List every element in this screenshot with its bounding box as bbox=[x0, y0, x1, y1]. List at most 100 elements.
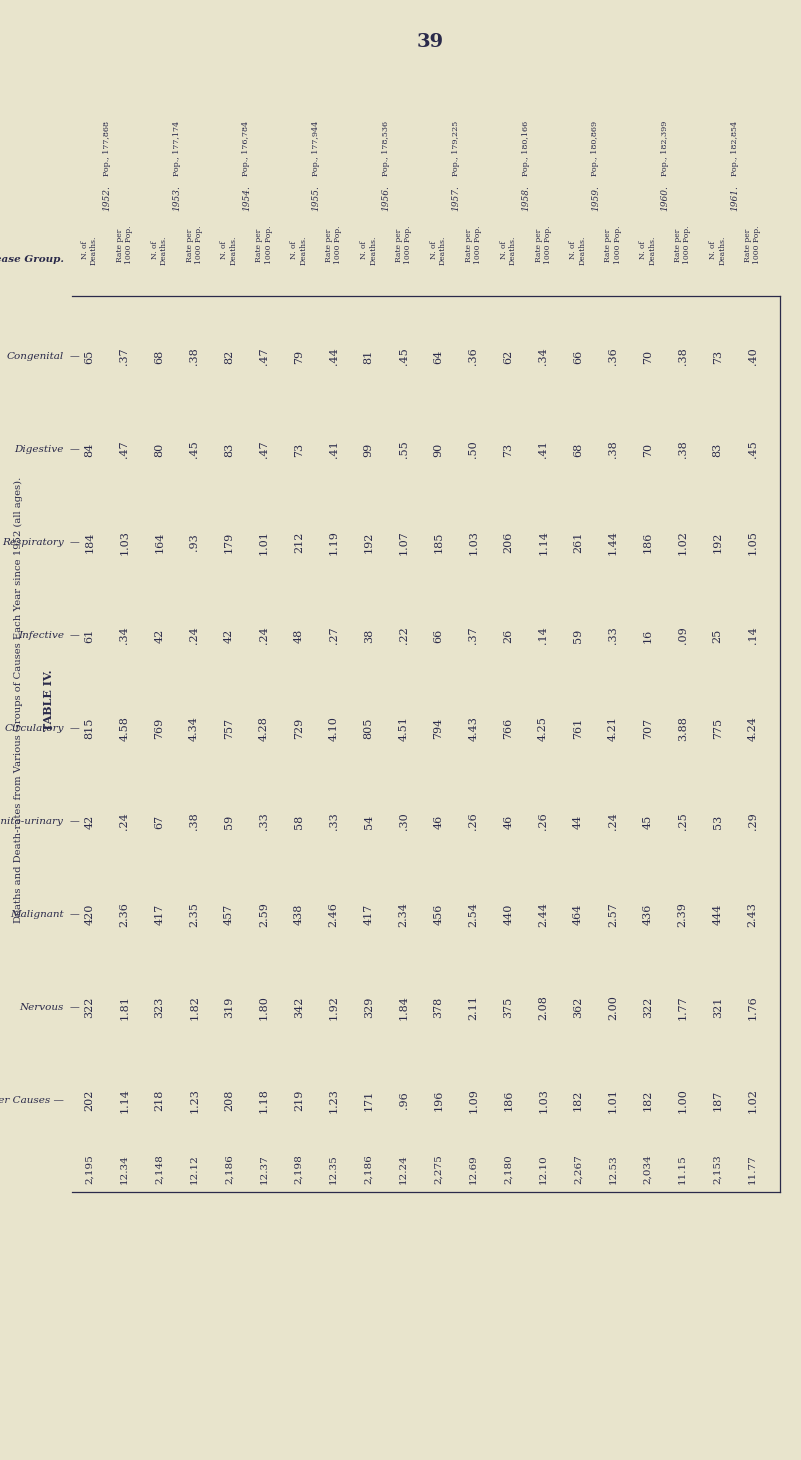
Text: Respiratory: Respiratory bbox=[2, 537, 64, 548]
Text: .37: .37 bbox=[119, 347, 129, 365]
Text: Rate per
1000 Pop.: Rate per 1000 Pop. bbox=[256, 226, 272, 264]
Text: Pop., 182,854: Pop., 182,854 bbox=[731, 120, 739, 175]
Text: 761: 761 bbox=[573, 718, 583, 739]
Text: 73: 73 bbox=[294, 442, 304, 457]
Text: 12.35: 12.35 bbox=[329, 1153, 338, 1184]
Text: 12.37: 12.37 bbox=[260, 1153, 268, 1184]
Text: 42: 42 bbox=[84, 815, 95, 829]
Text: .30: .30 bbox=[399, 813, 409, 831]
Text: 2,267: 2,267 bbox=[574, 1153, 582, 1184]
Text: 26: 26 bbox=[503, 628, 513, 642]
Text: 4.28: 4.28 bbox=[259, 715, 269, 740]
Text: 12.12: 12.12 bbox=[190, 1153, 199, 1184]
Text: 2.11: 2.11 bbox=[469, 996, 478, 1021]
Text: 206: 206 bbox=[503, 531, 513, 553]
Text: Rate per
1000 Pop.: Rate per 1000 Pop. bbox=[186, 226, 203, 264]
Text: 2.43: 2.43 bbox=[747, 902, 758, 927]
Text: 1960.: 1960. bbox=[661, 185, 670, 210]
Text: 202: 202 bbox=[84, 1089, 95, 1111]
Text: N. of
Deaths.: N. of Deaths. bbox=[360, 235, 377, 264]
Text: 53: 53 bbox=[713, 815, 723, 829]
Text: .14: .14 bbox=[747, 626, 758, 644]
Text: 182: 182 bbox=[643, 1089, 653, 1111]
Text: 4.34: 4.34 bbox=[189, 715, 199, 740]
Text: 59: 59 bbox=[224, 815, 234, 829]
Text: .41: .41 bbox=[538, 441, 548, 458]
Text: 61: 61 bbox=[84, 628, 95, 642]
Text: —: — bbox=[70, 818, 80, 826]
Text: 192: 192 bbox=[713, 531, 723, 553]
Text: 1.03: 1.03 bbox=[119, 530, 129, 555]
Text: 1.80: 1.80 bbox=[259, 996, 269, 1021]
Text: 2,034: 2,034 bbox=[643, 1153, 652, 1184]
Text: .38: .38 bbox=[189, 813, 199, 831]
Text: 438: 438 bbox=[294, 904, 304, 926]
Text: Rate per
1000 Pop.: Rate per 1000 Pop. bbox=[325, 226, 342, 264]
Text: .44: .44 bbox=[328, 347, 339, 365]
Text: 12.24: 12.24 bbox=[399, 1153, 408, 1184]
Text: 4.51: 4.51 bbox=[399, 715, 409, 740]
Text: 322: 322 bbox=[643, 997, 653, 1018]
Text: 219: 219 bbox=[294, 1089, 304, 1111]
Text: 769: 769 bbox=[155, 718, 164, 739]
Text: Rate per
1000 Pop.: Rate per 1000 Pop. bbox=[744, 226, 761, 264]
Text: Pop., 180,869: Pop., 180,869 bbox=[591, 120, 599, 175]
Text: .25: .25 bbox=[678, 813, 688, 831]
Text: 46: 46 bbox=[433, 815, 444, 829]
Text: 1.18: 1.18 bbox=[259, 1088, 269, 1113]
Text: 2.39: 2.39 bbox=[678, 902, 688, 927]
Text: N. of
Deaths.: N. of Deaths. bbox=[290, 235, 308, 264]
Text: 186: 186 bbox=[643, 531, 653, 553]
Text: 70: 70 bbox=[643, 442, 653, 457]
Text: N. of
Deaths.: N. of Deaths. bbox=[430, 235, 447, 264]
Text: 4.10: 4.10 bbox=[328, 715, 339, 740]
Text: 12.34: 12.34 bbox=[120, 1153, 129, 1184]
Text: 707: 707 bbox=[643, 718, 653, 739]
Text: 1.76: 1.76 bbox=[747, 996, 758, 1021]
Text: 48: 48 bbox=[294, 628, 304, 642]
Text: 1.19: 1.19 bbox=[328, 530, 339, 555]
Text: 457: 457 bbox=[224, 904, 234, 926]
Text: Circulatory: Circulatory bbox=[5, 724, 64, 733]
Text: 1961.: 1961. bbox=[731, 185, 739, 210]
Text: 16: 16 bbox=[643, 628, 653, 642]
Text: 1.23: 1.23 bbox=[328, 1088, 339, 1113]
Text: 2.36: 2.36 bbox=[119, 902, 129, 927]
Text: .38: .38 bbox=[189, 347, 199, 365]
Text: .14: .14 bbox=[538, 626, 548, 644]
Text: 1.09: 1.09 bbox=[469, 1088, 478, 1113]
Text: Digestive: Digestive bbox=[14, 445, 64, 454]
Text: 378: 378 bbox=[433, 997, 444, 1018]
Text: 62: 62 bbox=[503, 349, 513, 364]
Text: 73: 73 bbox=[713, 349, 723, 364]
Text: 757: 757 bbox=[224, 718, 234, 739]
Text: —: — bbox=[70, 910, 80, 918]
Text: 59: 59 bbox=[573, 628, 583, 642]
Text: Pop., 177,868: Pop., 177,868 bbox=[103, 121, 111, 175]
Text: 1954.: 1954. bbox=[242, 185, 251, 210]
Text: 12.53: 12.53 bbox=[609, 1153, 618, 1184]
Text: 2.57: 2.57 bbox=[608, 902, 618, 927]
Text: 420: 420 bbox=[84, 904, 95, 926]
Text: 4.24: 4.24 bbox=[747, 715, 758, 740]
Text: Deaths and Death-rates from Various Groups of Causes Each Year since 1952 (all a: Deaths and Death-rates from Various Grou… bbox=[14, 477, 22, 923]
Text: 464: 464 bbox=[573, 904, 583, 926]
Text: —: — bbox=[70, 537, 80, 548]
Text: 44: 44 bbox=[573, 815, 583, 829]
Text: 38: 38 bbox=[364, 628, 373, 642]
Text: Rate per
1000 Pop.: Rate per 1000 Pop. bbox=[395, 226, 413, 264]
Text: 83: 83 bbox=[713, 442, 723, 457]
Text: 436: 436 bbox=[643, 904, 653, 926]
Text: 179: 179 bbox=[224, 531, 234, 553]
Text: 70: 70 bbox=[643, 349, 653, 364]
Text: 11.15: 11.15 bbox=[678, 1153, 687, 1184]
Text: .36: .36 bbox=[469, 347, 478, 365]
Text: N. of
Deaths.: N. of Deaths. bbox=[220, 235, 238, 264]
Text: 2,180: 2,180 bbox=[504, 1153, 513, 1184]
Text: 2.54: 2.54 bbox=[469, 902, 478, 927]
Text: .34: .34 bbox=[538, 347, 548, 365]
Text: 1.81: 1.81 bbox=[119, 996, 129, 1021]
Text: .24: .24 bbox=[119, 813, 129, 831]
Text: 1.92: 1.92 bbox=[328, 996, 339, 1021]
Text: 2.44: 2.44 bbox=[538, 902, 548, 927]
